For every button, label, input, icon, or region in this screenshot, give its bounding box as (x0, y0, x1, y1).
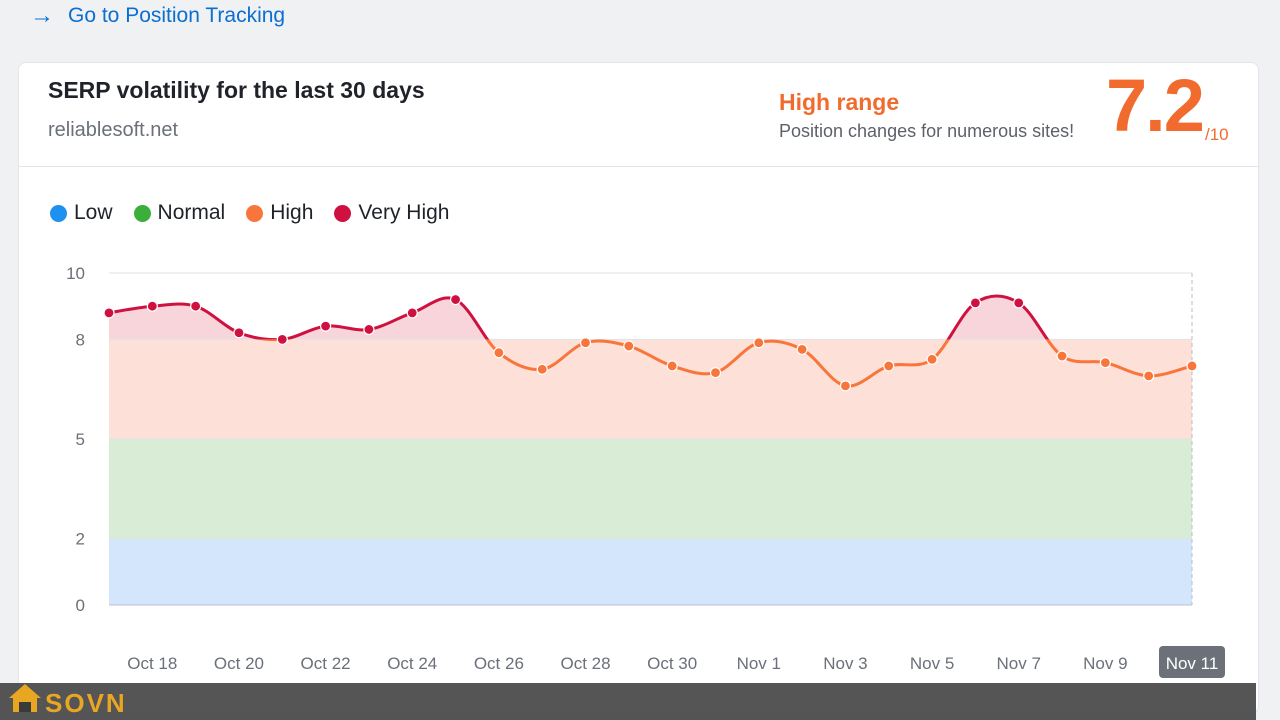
data-point (926, 353, 938, 365)
data-point (753, 337, 765, 349)
card-title: SERP volatility for the last 30 days (48, 77, 425, 103)
legend-dot-normal (133, 204, 151, 222)
data-point (883, 360, 895, 372)
volatility-chart[interactable]: 0 2 5 8 10 Oct 18 Oct 20 Oct 22 Oct 24 Oct 26 Oct … (19, 63, 1258, 683)
data-point (666, 360, 678, 372)
band-low (109, 538, 1192, 605)
data-point (1186, 360, 1198, 372)
data-point (190, 300, 202, 312)
data-point (1013, 297, 1025, 309)
data-point (796, 343, 808, 355)
x-tick-label: Oct 24 (387, 654, 437, 673)
arrow-right-icon: → (30, 2, 54, 29)
data-point (623, 340, 635, 352)
go-to-position-tracking-link[interactable]: → Go to Position Tracking (30, 4, 285, 28)
legend-dot-very-high (334, 204, 352, 222)
x-tick-label: Nov 11 (1166, 654, 1219, 673)
x-tick-label: Oct 28 (560, 654, 610, 673)
x-tick-highlight (1159, 646, 1225, 678)
sovn-watermark-logo: SOVN (9, 684, 125, 718)
legend-item-low[interactable]: Low (50, 201, 113, 225)
x-tick-label: Nov 5 (910, 654, 954, 673)
data-point (709, 367, 722, 379)
y-tick-label: 0 (76, 596, 85, 615)
data-point (406, 307, 418, 319)
range-label: High range (779, 89, 900, 115)
legend-dot-high (246, 204, 264, 222)
x-tick-label: Nov 9 (1083, 654, 1127, 673)
data-point (146, 300, 158, 312)
x-tick-label: Oct 26 (474, 654, 524, 673)
volatility-score-max: /10 (1205, 125, 1229, 144)
x-tick-label: Oct 20 (214, 654, 264, 673)
y-tick-label: 5 (76, 430, 85, 449)
data-point (536, 363, 548, 375)
y-tick-label: 8 (76, 330, 85, 349)
data-point (1143, 370, 1155, 382)
data-point (363, 323, 375, 336)
x-tick-label: Oct 22 (301, 654, 351, 673)
legend-item-very-high[interactable]: Very High (334, 201, 449, 225)
data-point (320, 320, 332, 332)
card-header: SERP volatility for the last 30 days rel… (19, 63, 1258, 167)
bottom-overlay-bar (0, 683, 1256, 720)
domain-label: reliablesoft.net (48, 119, 179, 141)
x-tick-label: Nov 7 (997, 654, 1041, 673)
data-point (493, 347, 505, 359)
data-point (103, 307, 115, 319)
volatility-score: 7.2 (1106, 64, 1205, 147)
legend-item-normal[interactable]: Normal (133, 201, 226, 225)
legend-label-very-high: Very High (358, 201, 450, 224)
data-point (839, 380, 852, 392)
series-line-high (256, 339, 1192, 388)
legend-label-high: High (270, 201, 314, 224)
chart-legend: Low Normal High Very High (50, 201, 470, 225)
data-point (579, 337, 592, 349)
legend-label-normal: Normal (157, 201, 226, 224)
x-tick-label: Oct 30 (647, 654, 697, 673)
data-point (969, 297, 982, 309)
x-tick-label: Nov 3 (823, 654, 867, 673)
x-tick-label: Nov 1 (737, 654, 781, 673)
data-point (449, 293, 462, 306)
data-point (276, 333, 288, 345)
y-tick-label: 2 (76, 530, 85, 549)
volatility-card: SERP volatility for the last 30 days rel… (18, 62, 1259, 714)
data-point (1099, 357, 1111, 369)
legend-item-high[interactable]: High (246, 201, 313, 225)
range-description: Position changes for numerous sites! (779, 121, 1075, 141)
data-point (233, 327, 245, 339)
legend-dot-low (50, 204, 67, 222)
legend-label-low: Low (74, 201, 113, 224)
data-point (1056, 350, 1068, 362)
x-tick-label: Oct 18 (127, 654, 177, 673)
band-normal (109, 439, 1192, 539)
svg-text:SOVN: SOVN (45, 688, 125, 718)
go-to-position-tracking-label: Go to Position Tracking (68, 4, 286, 27)
y-tick-label: 10 (66, 264, 85, 283)
